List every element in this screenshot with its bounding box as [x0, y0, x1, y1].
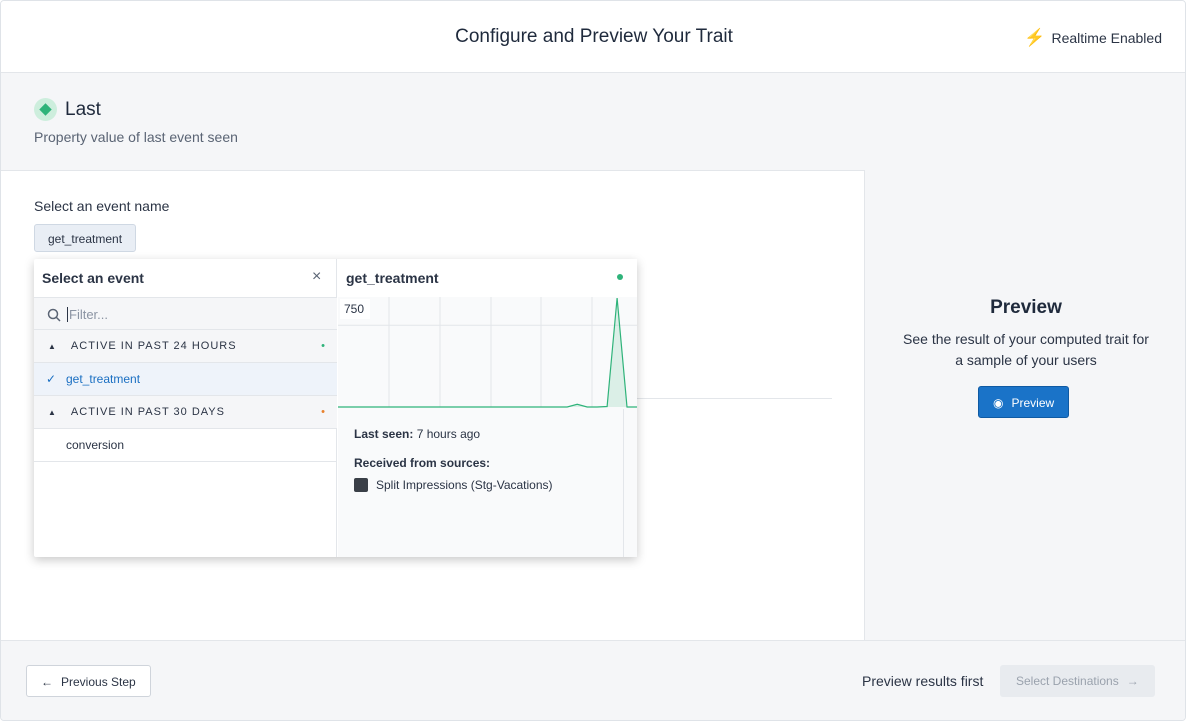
y-tick-label: 750	[344, 302, 364, 316]
footer-hint: Preview results first	[862, 673, 984, 689]
event-name: conversion	[66, 438, 125, 452]
source-name: Split Impressions (Stg-Vacations)	[376, 478, 553, 492]
preview-title: Preview	[990, 297, 1062, 318]
event-item[interactable]: ✓ get_treatment	[34, 363, 337, 396]
filter-placeholder: Filter...	[67, 307, 109, 322]
active-dot	[617, 274, 623, 280]
sparkline: 750	[338, 297, 637, 408]
detail-title: get_treatment	[346, 270, 439, 286]
status-text: Realtime Enabled	[1051, 30, 1162, 46]
sources-label: Received from sources:	[354, 456, 491, 470]
group-header[interactable]: ▲ ACTIVE IN PAST 24 HOURS •	[34, 330, 337, 363]
page-title: Configure and Preview Your Trait	[455, 26, 733, 47]
divider	[637, 398, 832, 399]
trait-icon	[34, 98, 57, 121]
preview-description: See the result of your computed trait fo…	[903, 331, 1149, 368]
trait-description: Property value of last event seen	[34, 129, 238, 145]
source-item: Split Impressions (Stg-Vacations)	[354, 478, 553, 492]
search-icon	[47, 308, 61, 322]
button-label: Preview	[1011, 396, 1055, 410]
last-seen-label: Last seen:	[354, 427, 414, 441]
button-label: Select Destinations	[1016, 674, 1119, 688]
tick-label-bg	[340, 299, 370, 319]
group-label: ACTIVE IN PAST 24 HOURS	[70, 340, 237, 352]
event-item[interactable]: conversion	[34, 429, 337, 462]
line	[338, 297, 637, 408]
event-list: Select an event × Filter... ▲ ACTIVE IN P…	[34, 259, 337, 557]
event-name: get_treatment	[66, 372, 141, 386]
filter-input[interactable]: Filter...	[34, 297, 337, 330]
next-button[interactable]: Select Destinations →	[1000, 665, 1155, 697]
back-button[interactable]: ← Previous Step	[26, 665, 151, 697]
trait-info: Last Property value of last event seen	[1, 73, 865, 171]
group-label: ACTIVE IN PAST 30 DAYS	[70, 406, 225, 418]
header: Configure and Preview Your Trait ⚡ Realti…	[1, 1, 1185, 73]
group-header[interactable]: ▲ ACTIVE IN PAST 30 DAYS •	[34, 396, 337, 429]
preview-button[interactable]: ◉ Preview	[978, 386, 1070, 418]
button-label: Previous Step	[61, 675, 136, 689]
event-dropdown: Select an event × Filter... ▲ ACTIVE IN P…	[34, 259, 637, 557]
event-detail: get_treatment 750 Last seen: 7 hours ago…	[338, 259, 637, 557]
close-button[interactable]: ×	[312, 268, 322, 285]
realtime-status: ⚡ Realtime Enabled	[1024, 28, 1162, 47]
event-label: Select an event name	[34, 198, 170, 214]
last-seen: 7 hours ago	[416, 427, 481, 441]
dropdown-title: Select an event	[42, 270, 144, 286]
event-chip[interactable]: get_treatment	[34, 224, 137, 252]
preview-panel: Preview See the result of your computed …	[865, 73, 1185, 640]
footer: ← Previous Step Preview results first Sel…	[1, 640, 1185, 720]
trait-name: Last	[65, 99, 101, 120]
